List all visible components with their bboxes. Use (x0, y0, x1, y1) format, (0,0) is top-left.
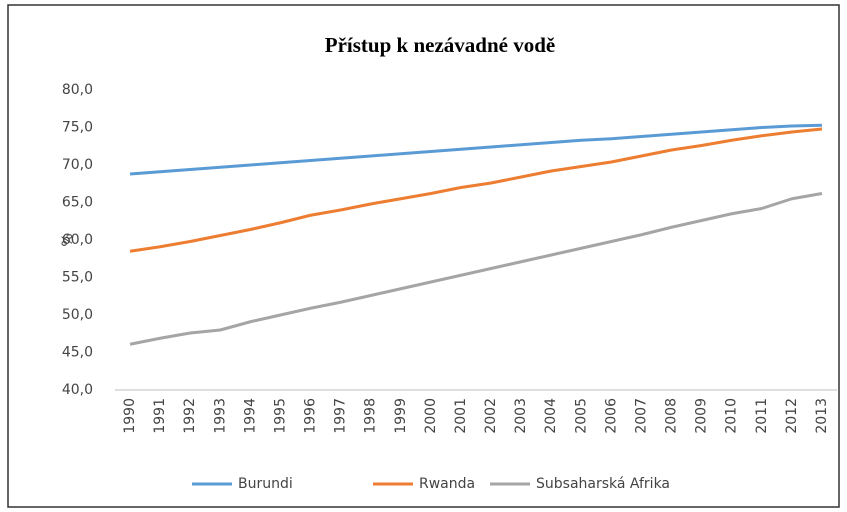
x-tick-label: 2010 (724, 398, 740, 434)
y-tick-label: 40,0 (62, 382, 93, 398)
chart-frame (7, 4, 840, 508)
x-tick-label: 2001 (453, 398, 469, 434)
line-series (129, 192, 823, 346)
legend-label: Rwanda (419, 476, 475, 492)
x-tick-label: 2004 (543, 398, 559, 434)
x-tick-label: 1998 (363, 398, 379, 434)
line-series (129, 123, 822, 176)
y-tick-label: 60,0 (62, 232, 93, 248)
x-tick-label: 1991 (152, 398, 168, 434)
y-axis-label: % (60, 233, 76, 246)
legend-label: Subsaharská Afrika (536, 476, 670, 492)
y-tick-label: 70,0 (62, 157, 93, 173)
x-tick-label: 2005 (573, 398, 589, 434)
y-tick-label: 65,0 (62, 195, 93, 211)
x-tick-label: 1999 (393, 398, 409, 434)
legend-label: Burundi (238, 476, 293, 492)
x-tick-label: 2008 (664, 398, 680, 434)
line-series (129, 127, 823, 253)
y-tick-label: 50,0 (62, 307, 93, 323)
x-tick-label: 2000 (423, 398, 439, 434)
x-tick-label: 2002 (483, 398, 499, 434)
x-tick-label: 1990 (122, 398, 138, 434)
y-tick-label: 55,0 (62, 270, 93, 286)
x-tick-label: 2013 (814, 398, 830, 434)
x-tick-label: 2012 (784, 398, 800, 434)
x-tick-label: 2003 (513, 398, 529, 434)
x-tick-label: 2006 (603, 398, 619, 434)
x-tick-label: 1996 (303, 398, 319, 434)
y-tick-label: 80,0 (62, 82, 93, 98)
y-tick-label: 75,0 (62, 120, 93, 136)
x-tick-label: 2009 (694, 398, 710, 434)
x-tick-label: 1993 (212, 398, 228, 434)
x-tick-label: 1997 (333, 398, 349, 434)
x-tick-label: 1994 (242, 398, 258, 434)
x-tick-label: 1992 (182, 398, 198, 434)
x-tick-label: 2011 (754, 398, 770, 434)
x-tick-label: 2007 (633, 398, 649, 434)
y-tick-label: 45,0 (62, 345, 93, 361)
x-tick-label: 1995 (272, 398, 288, 434)
chart-title: Přístup k nezávadné vodě (325, 33, 555, 57)
